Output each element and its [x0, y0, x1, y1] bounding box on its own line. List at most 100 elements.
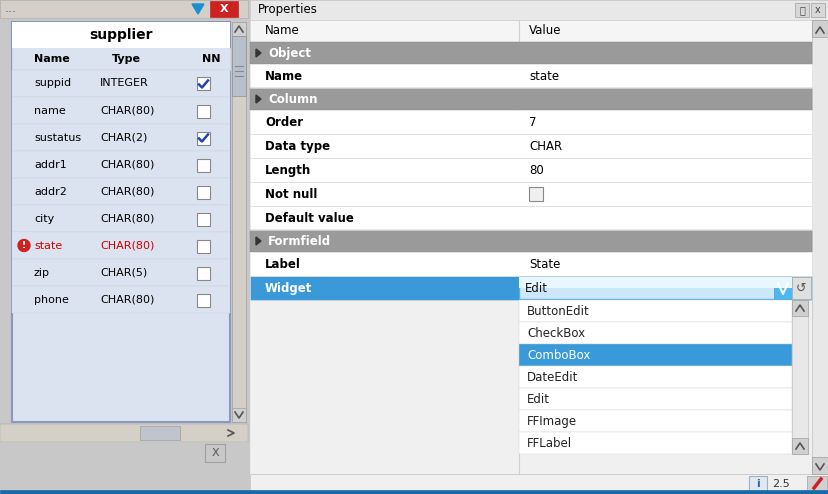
Bar — [250, 276, 811, 300]
Text: ButtonEdit: ButtonEdit — [527, 304, 589, 318]
Bar — [518, 277, 791, 299]
Circle shape — [18, 240, 30, 251]
Bar — [250, 182, 811, 206]
Bar — [811, 20, 828, 37]
Text: !: ! — [22, 241, 26, 250]
Text: Type: Type — [112, 54, 141, 64]
Text: name: name — [34, 106, 65, 116]
Bar — [518, 388, 791, 410]
Bar — [250, 20, 811, 42]
Text: 80: 80 — [528, 164, 543, 176]
Text: Default value: Default value — [265, 211, 354, 224]
Text: 2.5: 2.5 — [771, 479, 789, 489]
Bar — [811, 20, 828, 474]
Bar — [232, 22, 246, 422]
Text: CheckBox: CheckBox — [527, 327, 585, 339]
Bar — [12, 97, 229, 124]
Text: x: x — [814, 5, 820, 15]
Bar — [140, 426, 180, 440]
Bar — [232, 22, 246, 36]
Text: suppid: suppid — [34, 79, 71, 88]
Bar — [250, 42, 811, 64]
Bar — [205, 444, 224, 462]
Bar — [250, 206, 811, 230]
Text: Edit: Edit — [524, 282, 547, 294]
Bar — [518, 322, 791, 344]
Bar — [0, 0, 248, 494]
Bar — [12, 48, 229, 70]
Bar — [0, 424, 248, 442]
Bar — [197, 159, 209, 171]
Text: Label: Label — [265, 257, 301, 271]
Bar — [197, 266, 209, 280]
Bar — [0, 442, 248, 464]
Bar — [12, 259, 229, 286]
Bar — [518, 432, 791, 454]
Text: Order: Order — [265, 116, 303, 128]
Bar — [12, 286, 229, 313]
Bar — [518, 366, 791, 388]
Polygon shape — [256, 49, 261, 57]
Text: Properties: Properties — [258, 3, 317, 16]
Bar — [250, 158, 811, 182]
Text: X: X — [211, 448, 219, 458]
Text: CHAR(80): CHAR(80) — [100, 187, 154, 197]
Text: zip: zip — [34, 267, 50, 278]
Bar — [250, 64, 811, 88]
Bar — [518, 277, 791, 288]
Text: CHAR: CHAR — [528, 139, 561, 153]
Polygon shape — [256, 95, 261, 103]
Text: addr2: addr2 — [34, 187, 67, 197]
Text: CHAR(80): CHAR(80) — [100, 106, 154, 116]
Bar — [197, 131, 209, 145]
Bar — [518, 344, 791, 366]
Bar — [250, 0, 828, 20]
Text: State: State — [528, 257, 560, 271]
Bar — [791, 300, 807, 454]
Bar — [794, 3, 808, 17]
Polygon shape — [256, 237, 261, 245]
Bar — [12, 205, 229, 232]
Text: X: X — [219, 4, 228, 14]
Bar — [12, 70, 229, 97]
Bar — [250, 474, 828, 494]
Text: CHAR(5): CHAR(5) — [100, 267, 147, 278]
Bar — [12, 178, 229, 205]
Bar — [197, 186, 209, 199]
Bar — [232, 36, 246, 96]
Text: Length: Length — [265, 164, 310, 176]
Bar — [12, 22, 229, 48]
Text: CHAR(2): CHAR(2) — [100, 132, 147, 142]
Bar — [250, 88, 811, 110]
Bar — [250, 230, 811, 252]
Bar — [773, 277, 791, 299]
Bar — [518, 410, 791, 432]
Bar — [250, 0, 828, 494]
Text: addr1: addr1 — [34, 160, 67, 169]
Bar — [791, 300, 807, 316]
Text: ⭳: ⭳ — [798, 5, 804, 15]
Text: state: state — [34, 241, 62, 250]
Text: FFLabel: FFLabel — [527, 437, 571, 450]
Bar — [12, 22, 229, 422]
Bar — [12, 151, 229, 178]
Bar — [518, 300, 791, 322]
Text: CHAR(80): CHAR(80) — [100, 160, 154, 169]
Polygon shape — [192, 4, 204, 14]
Bar — [810, 3, 824, 17]
Bar — [528, 187, 542, 201]
Text: Formfield: Formfield — [267, 235, 330, 247]
Bar — [791, 277, 810, 299]
Bar — [197, 78, 209, 90]
Text: phone: phone — [34, 294, 69, 304]
Text: Name: Name — [34, 54, 70, 64]
Text: Column: Column — [267, 92, 317, 106]
Text: Value: Value — [528, 25, 561, 38]
Text: CHAR(80): CHAR(80) — [100, 241, 154, 250]
Bar — [250, 252, 811, 276]
Text: CHAR(80): CHAR(80) — [100, 294, 154, 304]
Text: NN: NN — [202, 54, 220, 64]
Bar — [0, 490, 828, 494]
Bar — [250, 134, 811, 158]
Text: supplier: supplier — [89, 28, 152, 42]
